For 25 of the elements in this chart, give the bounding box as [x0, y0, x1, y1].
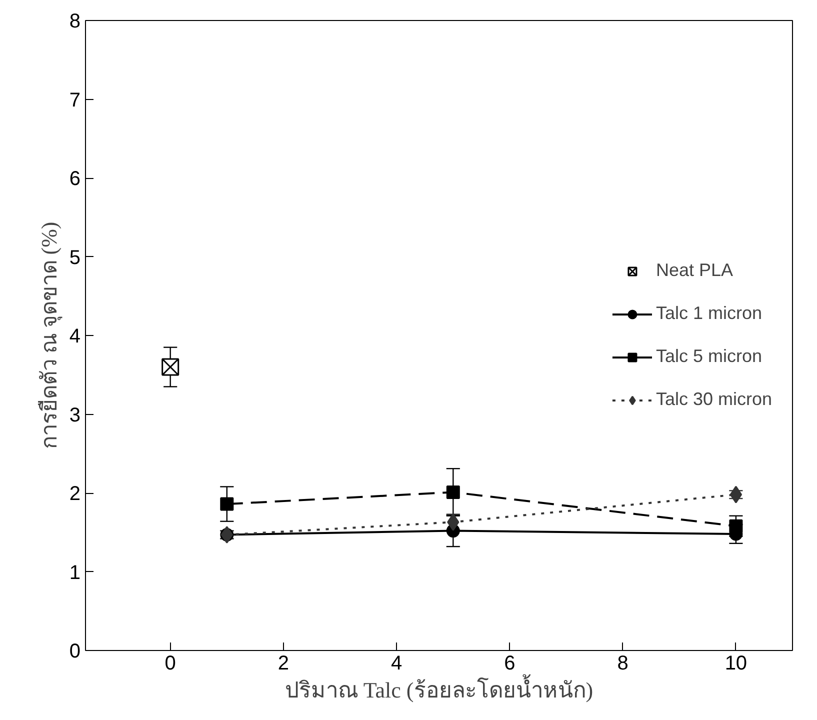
y-tick-label: 2: [69, 483, 80, 505]
point: [730, 486, 742, 504]
point: [162, 358, 180, 376]
x-tick-label: 10: [724, 652, 748, 674]
y-tick-label: 1: [69, 562, 80, 584]
y-tick-label: 6: [69, 168, 80, 190]
legend-label: Talc 30 micron: [656, 389, 772, 410]
legend-label: Talc 1 micron: [656, 303, 762, 324]
x-tick-label: 6: [504, 652, 516, 674]
y-tick-label: 7: [69, 89, 80, 112]
x-tick-label: 0: [164, 652, 176, 674]
y-tick-label: 4: [69, 326, 80, 348]
x-axis-title: ปริมาณ Talc (ร้อยละโดยน้ำหนัก): [284, 674, 594, 702]
point: [220, 497, 234, 511]
y-tick-label: 3: [69, 404, 80, 426]
legend-label: Neat PLA: [656, 260, 733, 281]
point: [446, 485, 460, 499]
y-tick-label: 5: [69, 246, 80, 269]
y-axis-title: การยืดตัว ณ จุดขาด (%): [36, 222, 62, 450]
x-tick-label: 4: [391, 652, 402, 674]
point: [729, 519, 743, 533]
x-tick-label: 2: [278, 652, 290, 674]
y-tick-label: 8: [69, 10, 80, 32]
legend-label: Talc 5 micron: [656, 346, 762, 367]
x-tick-label: 8: [617, 652, 628, 674]
